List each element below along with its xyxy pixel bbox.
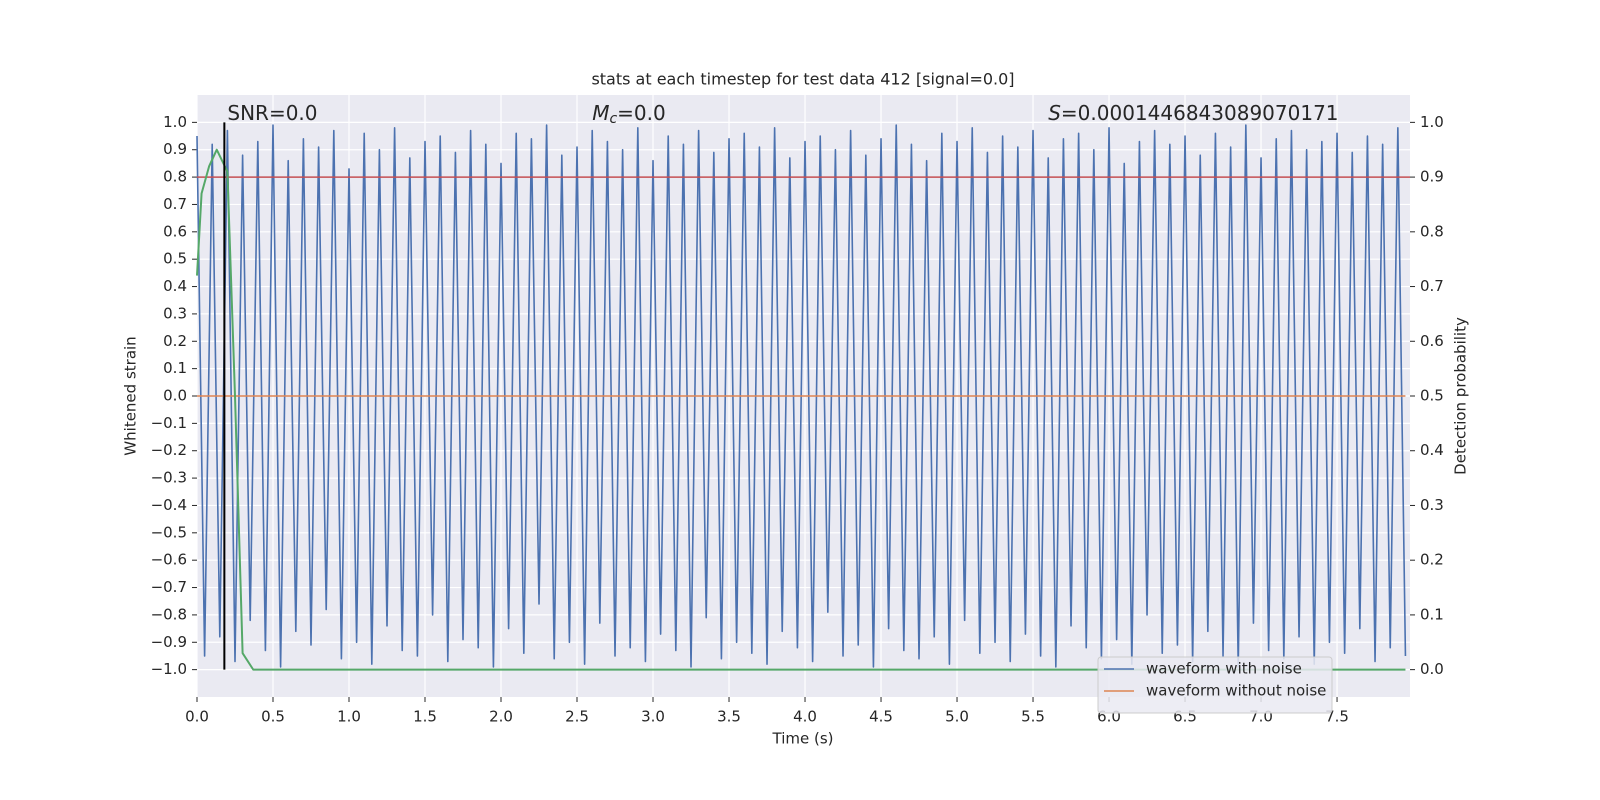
y-tick-label: −0.4 — [151, 496, 187, 514]
annotation-text: =0.0 — [617, 101, 666, 125]
y-tick-label: 0.3 — [163, 304, 187, 322]
y-tick-label: 0.1 — [163, 359, 187, 377]
annotation-text: SNR=0.0 — [227, 101, 317, 125]
y-tick-label: 0.9 — [163, 140, 187, 158]
series-line — [196, 124, 1407, 668]
y-tick-label: 1.0 — [163, 113, 187, 131]
y-tick-label: 0.7 — [163, 195, 187, 213]
x-tick-label: 4.5 — [869, 708, 893, 726]
annotation-symbol: M — [592, 101, 609, 125]
x-tick-label: 1.5 — [413, 708, 437, 726]
y-tick-label: −0.6 — [151, 551, 187, 569]
legend-box — [1097, 656, 1333, 714]
x-axis-label: Time (s) — [772, 730, 834, 748]
y-tick-label: 0.5 — [163, 250, 187, 268]
x-tick-label: 0.0 — [185, 708, 209, 726]
x-tick-label: 5.5 — [1021, 708, 1045, 726]
y-tick-label: −0.1 — [151, 414, 187, 432]
legend-label: waveform without noise — [1146, 682, 1326, 700]
annotation-subscript: c — [609, 111, 617, 127]
y2-tick-label: 0.4 — [1420, 441, 1444, 459]
y-tick-label: 0.0 — [163, 387, 187, 405]
probability-line — [196, 148, 1406, 671]
y-tick-label: −0.8 — [151, 605, 187, 623]
y2-axis-label: Detection probability — [1452, 317, 1470, 475]
x-tick-label: 0.5 — [261, 708, 285, 726]
y2-tick-label: 0.6 — [1420, 332, 1444, 350]
y2-tick-label: 0.0 — [1420, 660, 1444, 678]
y2-tick-label: 0.9 — [1420, 168, 1444, 186]
y2-tick-label: 1.0 — [1420, 113, 1444, 131]
annotation: Mc=0.0 — [592, 101, 666, 128]
chart-title: stats at each timestep for test data 412… — [591, 70, 1014, 89]
x-tick-label: 3.5 — [717, 708, 741, 726]
y-tick-label: −0.7 — [151, 578, 187, 596]
x-tick-label: 2.5 — [565, 708, 589, 726]
annotation: S=0.0001446843089070171 — [1048, 101, 1338, 125]
y2-tick-label: 0.8 — [1420, 222, 1444, 240]
y-tick-label: 0.6 — [163, 222, 187, 240]
annotation-symbol: S — [1048, 101, 1061, 125]
y-tick-label: −0.5 — [151, 523, 187, 541]
x-tick-label: 2.0 — [489, 708, 513, 726]
y-tick-label: −0.9 — [151, 633, 187, 651]
y-tick-label: −0.2 — [151, 441, 187, 459]
y2-tick-label: 0.7 — [1420, 277, 1444, 295]
y-tick-label: −0.3 — [151, 469, 187, 487]
annotation-text: =0.0001446843089070171 — [1061, 101, 1339, 125]
legend-label: waveform with noise — [1146, 660, 1302, 678]
x-tick-label: 3.0 — [641, 708, 665, 726]
y2-tick-label: 0.3 — [1420, 496, 1444, 514]
y-tick-label: 0.2 — [163, 332, 187, 350]
y2-tick-label: 0.5 — [1420, 387, 1444, 405]
y-tick-label: 0.4 — [163, 277, 187, 295]
x-tick-label: 5.0 — [945, 708, 969, 726]
y-tick-label: −1.0 — [151, 660, 187, 678]
y2-tick-label: 0.1 — [1420, 605, 1444, 623]
annotation: SNR=0.0 — [227, 101, 317, 125]
x-tick-label: 4.0 — [793, 708, 817, 726]
y-tick-label: 0.8 — [163, 168, 187, 186]
x-tick-label: 1.0 — [337, 708, 361, 726]
y-axis-label: Whitened strain — [122, 336, 140, 455]
y2-tick-label: 0.2 — [1420, 551, 1444, 569]
